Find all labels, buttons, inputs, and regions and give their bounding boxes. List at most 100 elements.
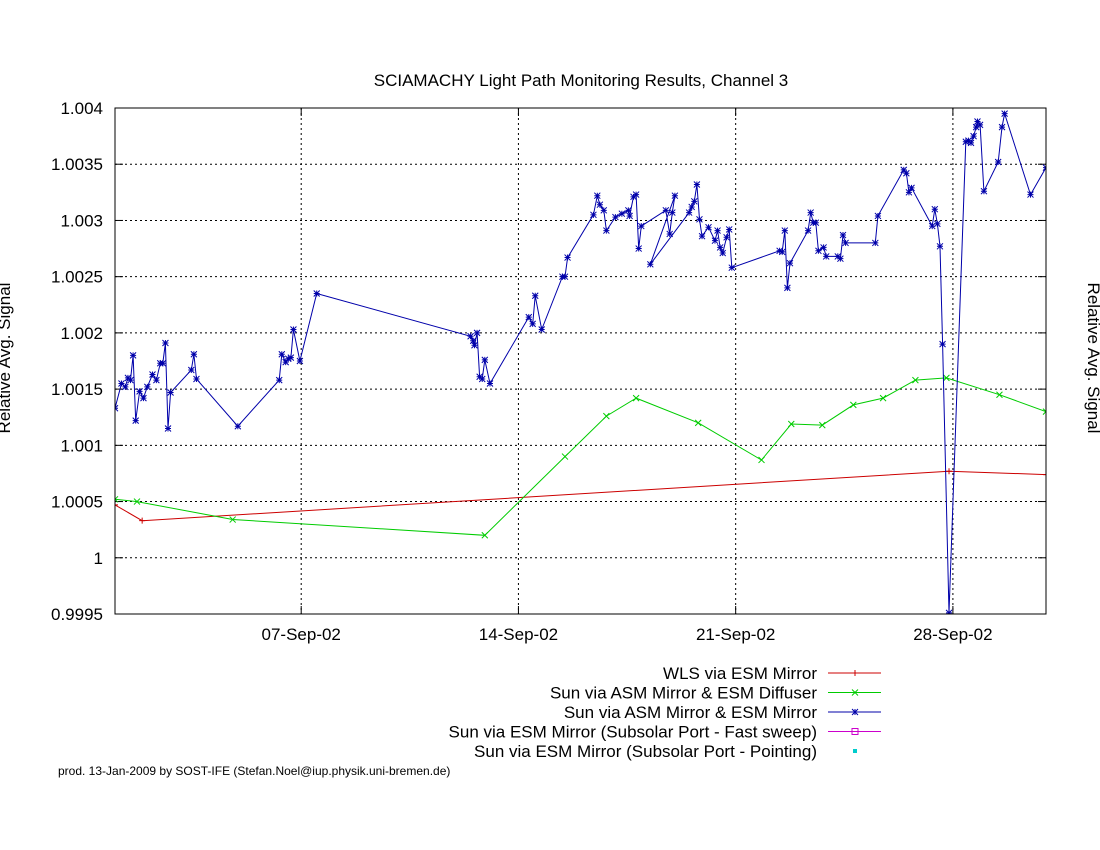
- series-3-point: [290, 326, 297, 333]
- series-3-point: [593, 192, 601, 200]
- legend-marker: [851, 708, 859, 716]
- y-axis-label-right: Relative Avg. Signal: [1084, 283, 1100, 434]
- series-2-point: [1042, 408, 1046, 415]
- series-3-point: [807, 209, 815, 216]
- series-3-point: [187, 366, 195, 374]
- series-2-point: [603, 412, 610, 420]
- series-3-point: [671, 192, 679, 200]
- series-3-point: [159, 359, 167, 367]
- x-tick-label: 21-Sep-02: [696, 625, 775, 644]
- series-3-point: [132, 417, 140, 424]
- series-3-point: [153, 376, 160, 384]
- series-3-point: [662, 206, 670, 214]
- series-3-point: [471, 341, 478, 349]
- series-2-point: [912, 376, 919, 384]
- legend-marker: [851, 728, 859, 735]
- x-tick-label: 14-Sep-02: [479, 625, 558, 644]
- legend-marker: [853, 749, 857, 753]
- series-3-point: [837, 255, 844, 263]
- series-3-point: [287, 354, 295, 361]
- series-3-point: [143, 383, 151, 391]
- series-3-point: [980, 187, 988, 195]
- series-3-point: [164, 425, 172, 432]
- series-3-point: [666, 230, 674, 238]
- x-tick-label: 07-Sep-02: [262, 625, 341, 644]
- series-3-point: [967, 139, 975, 147]
- series-3-point: [190, 350, 198, 358]
- series-3-point: [725, 226, 733, 233]
- series-2-point: [787, 420, 795, 428]
- series-3-point: [603, 227, 610, 234]
- series-3-point: [928, 222, 936, 230]
- series-3-point: [531, 292, 539, 300]
- series-3-point: [842, 239, 849, 247]
- series-3-point: [162, 339, 169, 347]
- series-3-point: [234, 422, 242, 430]
- series-3-point: [136, 388, 143, 395]
- y-tick-label: 1.0035: [51, 155, 103, 174]
- x-tick-label: 28-Sep-02: [913, 625, 992, 644]
- series-3-point: [561, 273, 569, 281]
- series-3-point: [716, 244, 724, 251]
- series-3-point: [970, 132, 977, 140]
- y-tick-label: 1.001: [60, 436, 103, 455]
- legend-label: Sun via ASM Mirror & ESM Mirror: [564, 703, 817, 722]
- series-3-point: [275, 376, 283, 384]
- series-3-point: [278, 350, 286, 358]
- series-2-point: [133, 498, 141, 505]
- series-3-point: [538, 326, 546, 333]
- series-3-point: [473, 329, 481, 337]
- series-3-point: [632, 191, 640, 198]
- series-3-point: [776, 247, 783, 255]
- series-1-point: [139, 517, 146, 524]
- series-2-point: [561, 453, 569, 460]
- series-3-point: [711, 237, 719, 245]
- series-3-point: [600, 206, 608, 214]
- series-3-point: [719, 249, 727, 257]
- series-3-point: [902, 169, 910, 177]
- legend-label: Sun via ASM Mirror & ESM Diffuser: [550, 684, 817, 703]
- series-3-point: [871, 239, 879, 247]
- series-3-point: [693, 181, 701, 188]
- y-tick-labels: 0.9995 1 1.0005 1.001 1.0015 1.002 1.0025 1.003…: [51, 99, 103, 624]
- series-2-point: [849, 401, 857, 409]
- series-2-point: [115, 495, 119, 503]
- grid-lines: [115, 108, 1046, 614]
- x-tick-labels: 07-Sep-02 14-Sep-02 21-Sep-02 28-Sep-02: [262, 625, 993, 644]
- series-3-point: [467, 332, 474, 340]
- series-3-point: [624, 206, 632, 214]
- production-credit: prod. 13-Jan-2009 by SOST-IFE (Stefan.No…: [58, 764, 451, 778]
- series-3-point: [812, 219, 820, 227]
- series-3-point: [874, 212, 882, 220]
- series-3-point: [167, 389, 174, 396]
- series-3-point: [908, 184, 915, 192]
- series-3-point: [121, 383, 129, 391]
- series-3-point: [822, 253, 830, 260]
- y-tick-label: 1.0015: [51, 380, 103, 399]
- series-3-point: [685, 209, 693, 216]
- series-2-point: [481, 531, 489, 539]
- series-3-point: [612, 213, 619, 221]
- series-3-point: [936, 242, 944, 250]
- series-3-point: [149, 371, 156, 378]
- series-3-point: [976, 121, 984, 129]
- series-3-point: [296, 357, 304, 365]
- series-3-point: [994, 158, 1002, 166]
- series-2-point: [996, 391, 1003, 399]
- series-3-point: [596, 201, 604, 209]
- series-3-point: [481, 356, 489, 364]
- series-3-point: [974, 118, 981, 125]
- y-tick-label: 1.003: [60, 211, 103, 230]
- series-2-point: [943, 374, 950, 382]
- series-3-point: [972, 123, 980, 131]
- series-3-point: [778, 248, 786, 256]
- series-3-point: [525, 313, 533, 321]
- legend-label: Sun via ESM Mirror (Subsolar Port - Poin…: [474, 742, 817, 761]
- series-3-point: [564, 254, 571, 261]
- plot-series: [115, 110, 1046, 614]
- series-3-point: [696, 215, 703, 223]
- series-3-point: [486, 380, 494, 387]
- series-3-point: [1027, 191, 1034, 198]
- series-3-point: [815, 247, 822, 255]
